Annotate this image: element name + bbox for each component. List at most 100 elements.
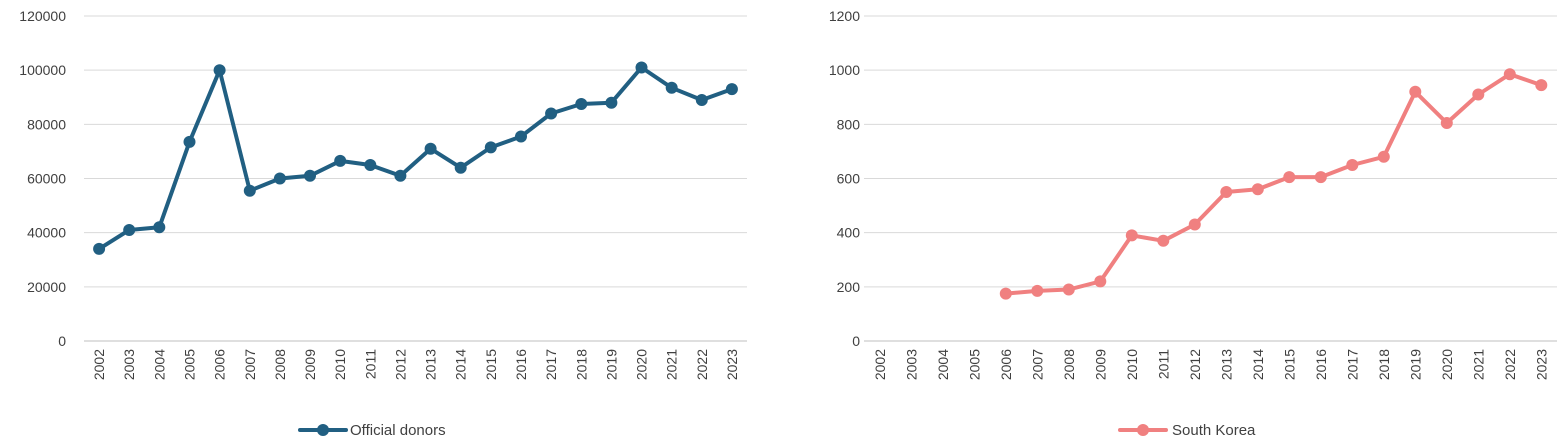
korea-legend-marker: [1137, 424, 1149, 436]
donors-data-point: [304, 169, 316, 182]
donors-data-point: [243, 184, 256, 197]
korea-x-tick-label: 2008: [1061, 349, 1077, 380]
donors-y-tick-label: 100000: [19, 62, 66, 78]
korea-data-point: [1346, 159, 1359, 171]
korea-y-tick-label: 1000: [829, 62, 860, 78]
korea-x-tick-label: 2005: [966, 349, 982, 380]
korea-y-tick-label: 600: [837, 171, 861, 187]
korea-data-point: [1535, 79, 1548, 92]
donors-data-point: [515, 130, 527, 143]
korea-data-point: [1062, 283, 1075, 296]
korea-x-tick-label: 2002: [872, 349, 888, 380]
south-korea-chart: 0 200 400 600 800 1000 1200 2002 2003 2004 2005 200…: [829, 8, 1557, 439]
korea-x-tick-label: 2017: [1344, 349, 1360, 380]
donors-data-point: [635, 61, 648, 74]
donors-legend-label: Official donors: [350, 422, 446, 439]
korea-x-tick-label: 2023: [1533, 349, 1549, 380]
donors-data-point: [484, 141, 497, 154]
donors-x-tick-label: 2011: [362, 349, 378, 379]
donors-data-point: [725, 83, 738, 96]
donors-x-tick-label: 2012: [392, 349, 408, 380]
donors-x-tick-label: 2018: [573, 349, 589, 380]
donors-x-tick-label: 2007: [242, 349, 258, 380]
korea-data-point: [1125, 229, 1138, 242]
korea-x-tick-label: 2012: [1187, 349, 1203, 380]
korea-y-tick-label: 1200: [829, 8, 860, 24]
korea-x-tick-label: 2020: [1439, 349, 1455, 380]
korea-data-point: [1503, 68, 1516, 81]
donors-data-point: [424, 142, 437, 155]
korea-x-tick-label: 2014: [1250, 349, 1266, 380]
donors-data-point: [454, 161, 467, 174]
donors-x-tick-label: 2022: [694, 349, 710, 380]
donors-data-point: [153, 221, 166, 234]
korea-y-tick-label: 400: [837, 225, 861, 241]
korea-data-point: [1157, 234, 1170, 247]
donors-y-tick-label: 60000: [27, 171, 66, 187]
korea-x-tick-label: 2018: [1376, 349, 1392, 380]
official-donors-chart: 0 20000 40000 60000 80000 100000 120000 2002 200…: [19, 8, 747, 439]
donors-data-point: [394, 169, 407, 182]
korea-data-point: [1440, 117, 1453, 129]
korea-x-tick-label: 2011: [1155, 349, 1171, 379]
korea-series-line: [1003, 72, 1544, 296]
donors-x-tick-label: 2014: [453, 349, 469, 380]
donors-data-point: [665, 81, 678, 94]
donors-x-tick-label: 2003: [121, 349, 137, 380]
donors-data-point: [183, 135, 196, 148]
korea-data-point: [1188, 218, 1201, 231]
donors-x-tick-label: 2017: [543, 349, 559, 380]
korea-x-tick-label: 2010: [1124, 349, 1140, 380]
donors-legend-marker: [317, 424, 329, 436]
korea-x-tick-label: 2016: [1313, 349, 1329, 380]
korea-y-tick-label: 200: [837, 279, 861, 295]
korea-x-tick-label: 2006: [998, 349, 1014, 380]
donors-data-point: [695, 94, 708, 106]
korea-data-point: [1314, 171, 1327, 184]
donors-x-tick-label: 2023: [724, 349, 740, 380]
korea-data-point: [1283, 171, 1296, 184]
donors-x-tick-label: 2009: [302, 349, 318, 380]
korea-x-tick-label: 2003: [903, 349, 919, 380]
korea-x-tick-label: 2021: [1470, 349, 1486, 380]
korea-data-point: [1251, 183, 1264, 196]
donors-data-point: [334, 154, 347, 167]
donors-x-tick-label: 2008: [272, 349, 288, 380]
korea-data-point: [1220, 186, 1233, 198]
korea-y-tick-label: 0: [852, 333, 860, 349]
korea-data-point: [1409, 85, 1422, 98]
donors-x-tick-label: 2016: [513, 349, 529, 380]
donors-data-point: [575, 98, 588, 110]
donors-data-point: [213, 64, 226, 77]
korea-x-tick-label: 2013: [1218, 349, 1234, 380]
korea-data-point: [999, 287, 1012, 300]
donors-x-tick-label: 2015: [483, 349, 499, 380]
donors-y-tick-label: 20000: [27, 279, 66, 295]
korea-x-tick-label: 2009: [1092, 349, 1108, 380]
donors-x-tick-label: 2019: [603, 349, 619, 380]
donors-data-point: [605, 96, 618, 109]
donors-series-line: [97, 65, 734, 251]
donors-y-tick-label: 120000: [19, 8, 66, 24]
korea-x-tick-label: 2004: [935, 349, 951, 380]
donors-x-tick-label: 2002: [91, 349, 107, 380]
donors-x-tick-label: 2010: [332, 349, 348, 380]
donors-y-tick-label: 40000: [27, 225, 66, 241]
korea-data-point: [1094, 275, 1107, 288]
donors-data-point: [123, 224, 136, 236]
donors-x-tick-label: 2021: [664, 349, 680, 380]
korea-legend-label: South Korea: [1172, 422, 1256, 439]
korea-data-point: [1377, 150, 1390, 163]
donors-data-point: [545, 107, 558, 120]
korea-data-point: [1472, 88, 1485, 101]
korea-x-tick-label: 2022: [1502, 349, 1518, 380]
donors-data-point: [364, 159, 377, 171]
donors-x-tick-label: 2005: [181, 349, 197, 380]
donors-y-tick-label: 0: [58, 333, 66, 349]
donors-data-point: [273, 172, 286, 185]
donors-x-tick-label: 2004: [151, 349, 167, 380]
donors-x-tick-label: 2013: [423, 349, 439, 380]
korea-data-point: [1031, 284, 1044, 297]
